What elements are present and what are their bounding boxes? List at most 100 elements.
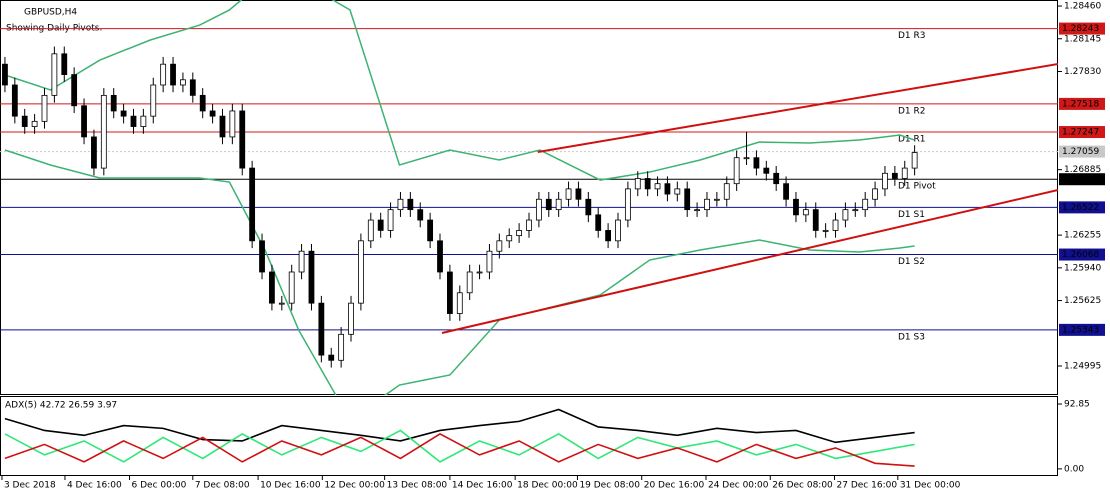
x-tick-label: 27 Dec 16:00 (837, 481, 898, 491)
candle-body (713, 198, 720, 201)
candle-body (417, 209, 424, 221)
x-tick-label: 3 Dec 2018 (4, 481, 56, 491)
candle-body (11, 84, 18, 117)
candle-body (872, 188, 878, 200)
candle-body (71, 74, 78, 107)
candle-body (100, 94, 107, 169)
pivot-name: D1 S2 (898, 257, 925, 267)
candle-body (605, 230, 612, 242)
candle-body (209, 110, 216, 117)
main-panel (0, 0, 1058, 395)
x-tick-label: 26 Dec 08:00 (772, 481, 833, 491)
pivot-value-label: 1.26068 (1062, 250, 1099, 260)
candle-body (189, 79, 196, 96)
candle-body (288, 271, 295, 304)
x-tick-label: 13 Dec 08:00 (387, 481, 448, 491)
candle-body (506, 235, 513, 242)
candle-body (259, 240, 265, 273)
candle-body (733, 157, 740, 185)
candle-body (328, 354, 335, 361)
candle-body (120, 110, 127, 117)
candle-body (585, 198, 592, 216)
candle-body (694, 209, 700, 212)
candle-body (911, 152, 918, 169)
y-tick-label: 1.28145 (1064, 34, 1101, 44)
candle-body (31, 120, 38, 127)
adx-line (4, 429, 915, 463)
adx-line (4, 408, 915, 444)
adx-tick-label: 0.00 (1064, 464, 1084, 474)
candle-body (377, 219, 384, 231)
candle-body (21, 115, 28, 127)
candle-body (367, 219, 374, 242)
candle-body (427, 219, 434, 242)
candle-body (565, 188, 572, 200)
x-tick-label: 19 Dec 08:00 (579, 481, 640, 491)
candle-body (684, 188, 691, 211)
pivot-value-label: 1.25343 (1062, 325, 1099, 335)
candle-body (229, 110, 236, 138)
candle-body (773, 172, 780, 185)
x-tick-label: 6 Dec 00:00 (132, 481, 187, 491)
candle-body (298, 250, 305, 273)
candle-body (763, 167, 770, 174)
candle-body (446, 271, 453, 314)
candle-body (81, 105, 87, 138)
candle-body (526, 219, 532, 231)
candle-body (723, 183, 730, 200)
pivot-name: D1 S3 (898, 332, 925, 342)
x-tick-label: 31 Dec 00:00 (900, 481, 961, 491)
x-tick-label: 4 Dec 16:00 (67, 481, 122, 491)
candle-body (812, 209, 819, 231)
candle-body (249, 167, 256, 242)
candle-body (644, 178, 651, 190)
candle-body (891, 172, 898, 179)
candle-body (358, 240, 364, 304)
pivot-name: D1 S1 (898, 210, 925, 220)
candle-body (338, 333, 345, 361)
candle-body (862, 198, 869, 211)
x-tick-label: 14 Dec 16:00 (452, 481, 513, 491)
pivot-value-box (1059, 22, 1105, 35)
candle-body (130, 115, 137, 127)
candle-body (704, 198, 710, 211)
x-tick-label: 12 Dec 00:00 (324, 481, 385, 491)
candle-body (842, 209, 849, 221)
candle-body (348, 302, 354, 335)
pivot-value-box (1059, 97, 1105, 110)
x-tick-label: 18 Dec 00:00 (517, 481, 578, 491)
adx-panel (0, 396, 1058, 476)
candle-body (654, 183, 661, 190)
candle-body (555, 198, 562, 211)
candle-body (793, 198, 799, 216)
pivot-value-box (1059, 126, 1105, 139)
candle-body (802, 209, 809, 216)
candle-body (753, 157, 760, 169)
bollinger-lower (4, 149, 915, 395)
candle-body (199, 94, 206, 112)
last-price-box (1059, 145, 1105, 158)
x-tick-label: 20 Dec 16:00 (644, 481, 705, 491)
y-tick-label: 1.24995 (1064, 362, 1101, 372)
pivot-name: D1 R2 (898, 106, 926, 116)
candle-body (595, 214, 602, 231)
candle-body (852, 209, 859, 212)
pivot-value-label: 1.27247 (1062, 128, 1099, 138)
pivot-value-label: 1.26793 (1062, 175, 1099, 185)
candle-body (61, 53, 68, 75)
candle-body (783, 183, 789, 200)
candle-body (882, 172, 888, 190)
bollinger-upper (4, 0, 915, 181)
candle-body (318, 302, 325, 356)
x-tick-label: 10 Dec 16:00 (260, 481, 321, 491)
candle-body (91, 136, 97, 169)
candle-body (674, 188, 681, 195)
candle-body (496, 240, 503, 252)
trendline (537, 63, 1058, 153)
y-tick-label: 1.26255 (1064, 231, 1101, 241)
pivot-value-box (1059, 201, 1105, 214)
pivot-name: D1 R3 (898, 31, 926, 41)
candle-body (615, 219, 621, 242)
